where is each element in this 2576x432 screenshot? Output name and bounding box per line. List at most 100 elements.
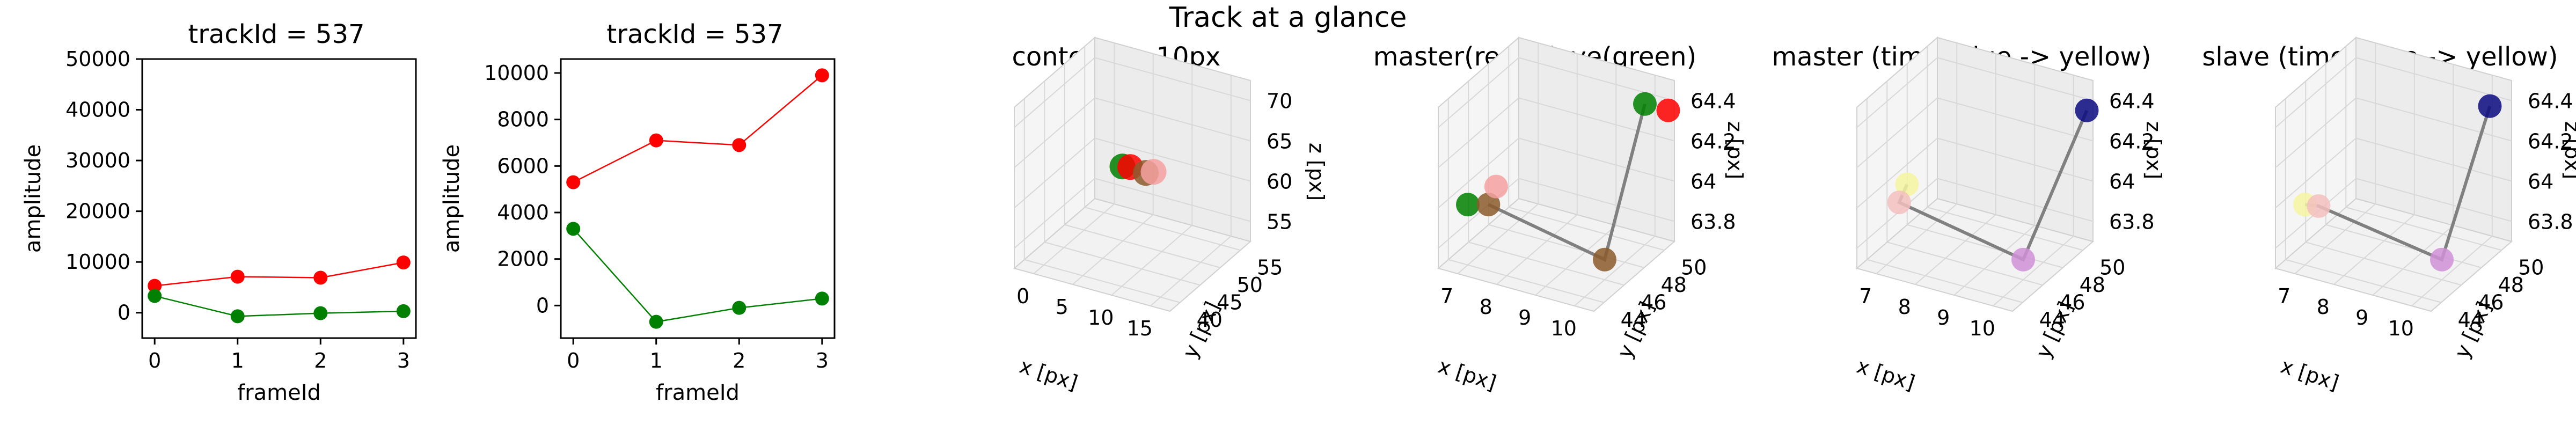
grid-line (1953, 225, 2035, 296)
z-tick-label: 55 (1267, 210, 1292, 234)
chart-4-xlabel: x [px] (1436, 354, 1499, 395)
grid-line (1014, 137, 1095, 209)
x-tick-label: 2 (314, 349, 327, 372)
x-tick-label: 1 (650, 349, 663, 372)
chart-2-plot-area (560, 58, 836, 339)
z-tick-label: 65 (1267, 130, 1292, 153)
grid-line (1468, 241, 1624, 286)
x-tick-label: 8 (1480, 295, 1492, 319)
y-tick-label: 40 (1197, 308, 1223, 332)
grid-line (2275, 97, 2357, 169)
chart-6-ylabel: y [px] (2450, 298, 2497, 362)
data-point (649, 133, 663, 148)
grid-line (1024, 259, 1181, 303)
chart-5-zlabel: z [px] (2142, 121, 2165, 179)
y-tick-label: 48 (2080, 273, 2105, 297)
y-tick-label: 50 (2518, 255, 2544, 279)
y-tick-label: 55 (1257, 255, 1283, 279)
series-line-2 (573, 228, 822, 323)
figure-suptitle: Track at a glance (1169, 2, 1407, 34)
data-point (566, 175, 581, 189)
y-tick-label: 50000 (65, 47, 130, 71)
grid-line (1856, 57, 1938, 128)
y-tick-label: 50 (1237, 273, 1263, 297)
chart-3-3d-axes-box (1013, 36, 1252, 312)
grid-line (1094, 97, 1251, 142)
chart-5-ylabel: y [px] (2031, 298, 2078, 362)
z-tick-label: 70 (1267, 90, 1292, 113)
y-tick-label: 44 (1621, 308, 1646, 332)
grid-line (1856, 137, 1938, 209)
x-tick-label: 9 (1518, 306, 1531, 330)
x-tick-label: 3 (816, 349, 829, 372)
x-tick-label: 10 (1551, 317, 1577, 340)
y-tick-label: 20000 (65, 200, 130, 223)
data-point (1895, 172, 1919, 196)
data-point (2430, 247, 2454, 272)
grid-line (1084, 207, 1241, 251)
y-tick-label: 48 (1661, 273, 1687, 297)
data-point (566, 222, 581, 236)
grid-line (1014, 178, 1095, 249)
grid-line (2275, 137, 2357, 209)
x-tick-label: 9 (1937, 306, 1950, 330)
grid-line (1064, 224, 1221, 268)
grid-line (1488, 224, 1645, 268)
z-tick-label: 64.2 (2109, 130, 2155, 153)
y-tick-label: 48 (2498, 273, 2524, 297)
line-chart-2: trackId = 537 0 1 2 3 0 2000 4000 6000 8000 10000… (440, 19, 836, 405)
y-tick-label: 46 (2059, 290, 2085, 314)
grid-line (1448, 259, 1605, 303)
y-tick-label: 2000 (497, 247, 549, 271)
grid-line (1518, 137, 1675, 182)
chart-6-3d-axes-box (2274, 36, 2513, 312)
data-point (1456, 193, 1480, 217)
y-tick-label: 6000 (497, 154, 549, 178)
chart-1-title: trackId = 537 (188, 19, 364, 49)
line-chart-1: trackId = 537 0 1 2 3 0 10000 20000 30000 40000 5… (21, 19, 417, 405)
y-tick-label: 10000 (484, 61, 549, 85)
data-point (230, 269, 245, 284)
data-point (396, 255, 411, 270)
grid-line (2355, 137, 2512, 182)
grid-line (2345, 207, 2502, 251)
grid-line (1937, 137, 2094, 182)
data-point (2075, 98, 2099, 122)
data-point (1633, 92, 1657, 116)
chart-3-xlabel: x [px] (1017, 354, 1081, 395)
grid-line (1457, 203, 1539, 274)
x-tick-label: 0 (567, 349, 580, 372)
z-tick-label: 64.4 (2528, 90, 2573, 113)
x-tick-label: 10 (1088, 306, 1114, 330)
data-point (1484, 174, 1508, 199)
grid-line (1014, 97, 1095, 169)
data-point (2478, 94, 2502, 118)
data-point (230, 309, 245, 324)
data-point (148, 279, 162, 293)
data-point (1887, 191, 1911, 215)
y-tick-label: 40000 (65, 98, 130, 122)
grid-line (1535, 225, 1616, 296)
grid-line (1867, 259, 2023, 303)
y-tick-label: 44 (2039, 308, 2065, 332)
data-point (313, 270, 328, 285)
z-tick-label: 63.8 (2109, 210, 2155, 234)
x-tick-label: 9 (2355, 306, 2368, 330)
chart-1-ylabel: amplitude (21, 144, 46, 253)
grid-line (1876, 203, 1957, 274)
data-point (148, 289, 162, 303)
x-tick-label: 10 (1970, 317, 1995, 340)
grid-line (1094, 137, 1251, 182)
series-line-1 (573, 75, 823, 183)
grid-line (1496, 214, 1578, 285)
data-point (649, 314, 663, 329)
z-tick-label: 64 (2109, 170, 2135, 194)
grid-line (1937, 178, 2094, 222)
chart-2-ylabel: amplitude (440, 144, 464, 253)
scatter3d-chart-6: slave (time: blue -> yellow) 78910444648… (2202, 36, 2576, 395)
grid-line (1044, 241, 1201, 286)
pane (1014, 36, 1095, 270)
x-tick-label: 7 (1859, 284, 1872, 308)
grid-line (1094, 178, 1251, 222)
